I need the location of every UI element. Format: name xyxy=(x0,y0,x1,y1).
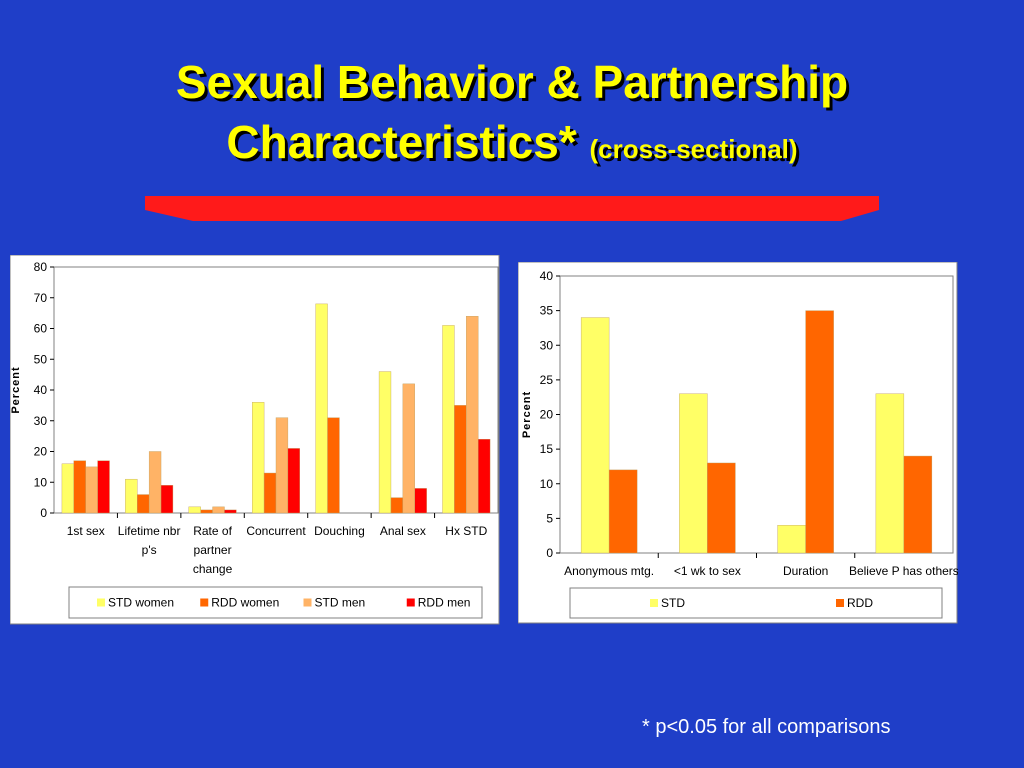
bar xyxy=(315,303,328,514)
bar xyxy=(85,466,98,514)
legend-label: RDD men xyxy=(418,596,471,610)
legend-swatch xyxy=(200,598,209,607)
title-suffix: (cross-sectional) xyxy=(589,134,798,164)
x-tick-label: Duration xyxy=(783,564,828,578)
bar xyxy=(477,438,491,514)
x-tick-label: Concurrent xyxy=(246,524,306,538)
bar xyxy=(287,448,300,514)
x-tick-label: Hx STD xyxy=(445,524,487,538)
bar xyxy=(390,497,404,514)
x-tick-label: Anonymous mtg. xyxy=(564,564,654,578)
bar xyxy=(402,383,415,514)
legend-swatch xyxy=(97,598,105,607)
bar xyxy=(875,393,905,554)
bar xyxy=(378,371,392,514)
bar xyxy=(580,317,610,554)
bar xyxy=(160,485,174,514)
bar xyxy=(125,478,138,514)
x-tick-label: Douching xyxy=(314,524,365,538)
x-tick-label: Lifetime nbr p's xyxy=(118,524,181,557)
footnote: * p<0.05 for all comparisons xyxy=(642,716,891,738)
x-tick-label: <1 wk to sex xyxy=(674,564,741,578)
bar xyxy=(97,460,110,514)
legend xyxy=(569,587,943,619)
y-axis-label: Percent xyxy=(521,391,533,438)
slide-title: Sexual Behavior & Partnership Characteri… xyxy=(0,52,1024,179)
bar xyxy=(73,460,86,514)
bar xyxy=(212,506,225,514)
bar xyxy=(903,455,933,554)
legend-swatch xyxy=(650,599,658,607)
bar xyxy=(454,405,467,514)
y-tick-label: 0 xyxy=(546,546,553,560)
bar xyxy=(275,417,289,514)
legend-label: RDD women xyxy=(211,596,279,610)
bar xyxy=(777,525,806,554)
bar xyxy=(707,462,736,554)
x-tick-label: 1st sex xyxy=(67,524,105,538)
bar xyxy=(263,472,277,514)
y-tick-label: 0 xyxy=(40,506,47,520)
bar xyxy=(224,509,237,514)
y-axis-label: Percent xyxy=(10,366,22,413)
y-tick-label: 50 xyxy=(34,352,48,366)
bar xyxy=(148,451,162,514)
bar xyxy=(327,417,340,514)
y-tick-label: 35 xyxy=(540,304,554,318)
bar xyxy=(442,325,455,514)
title-line-2: Characteristics* (cross-sectional) xyxy=(0,112,1024,179)
bar xyxy=(466,316,479,514)
x-tick-label: Anal sex xyxy=(380,524,426,538)
chart-sexual-behavior: 0 10 20 30 40 50 60 70 80 Percent 1st sex Lifetime … xyxy=(10,255,500,625)
y-tick-label: 80 xyxy=(34,260,48,274)
title-main: Characteristics* xyxy=(226,116,577,168)
legend-label: STD women xyxy=(108,596,174,610)
x-tick-label: Rate of partner change xyxy=(193,524,233,576)
y-tick-label: 15 xyxy=(540,442,554,456)
y-tick-label: 70 xyxy=(34,291,48,305)
y-tick-label: 40 xyxy=(34,383,48,397)
legend-swatch xyxy=(406,598,415,607)
bar xyxy=(608,469,638,554)
y-tick-label: 25 xyxy=(540,373,554,387)
y-tick-label: 60 xyxy=(34,322,48,336)
legend-label: STD men xyxy=(315,596,366,610)
bar xyxy=(200,509,213,514)
y-tick-label: 10 xyxy=(34,475,48,489)
legend-swatch xyxy=(303,598,312,607)
y-tick-label: 40 xyxy=(540,269,554,283)
y-tick-label: 10 xyxy=(540,477,554,491)
bar xyxy=(805,310,834,554)
bar xyxy=(137,494,150,514)
bar xyxy=(61,463,75,514)
bar xyxy=(252,402,265,514)
y-tick-label: 20 xyxy=(34,445,48,459)
y-tick-label: 5 xyxy=(546,511,553,525)
title-line-1: Sexual Behavior & Partnership xyxy=(175,56,849,108)
legend-label: STD xyxy=(661,596,685,610)
y-tick-label: 30 xyxy=(34,414,48,428)
legend-swatch xyxy=(836,599,844,607)
y-tick-label: 20 xyxy=(540,408,554,422)
chart-partnership-characteristics: 0 5 10 15 20 25 30 35 40 Percent Anonymous mtg. <1 … xyxy=(518,262,958,624)
bar xyxy=(679,393,708,554)
title-underline xyxy=(145,196,879,221)
legend-label: RDD xyxy=(847,596,873,610)
bar xyxy=(414,488,427,514)
bar xyxy=(188,506,201,514)
y-tick-label: 30 xyxy=(540,338,554,352)
x-tick-label: Believe P has others xyxy=(849,564,958,578)
